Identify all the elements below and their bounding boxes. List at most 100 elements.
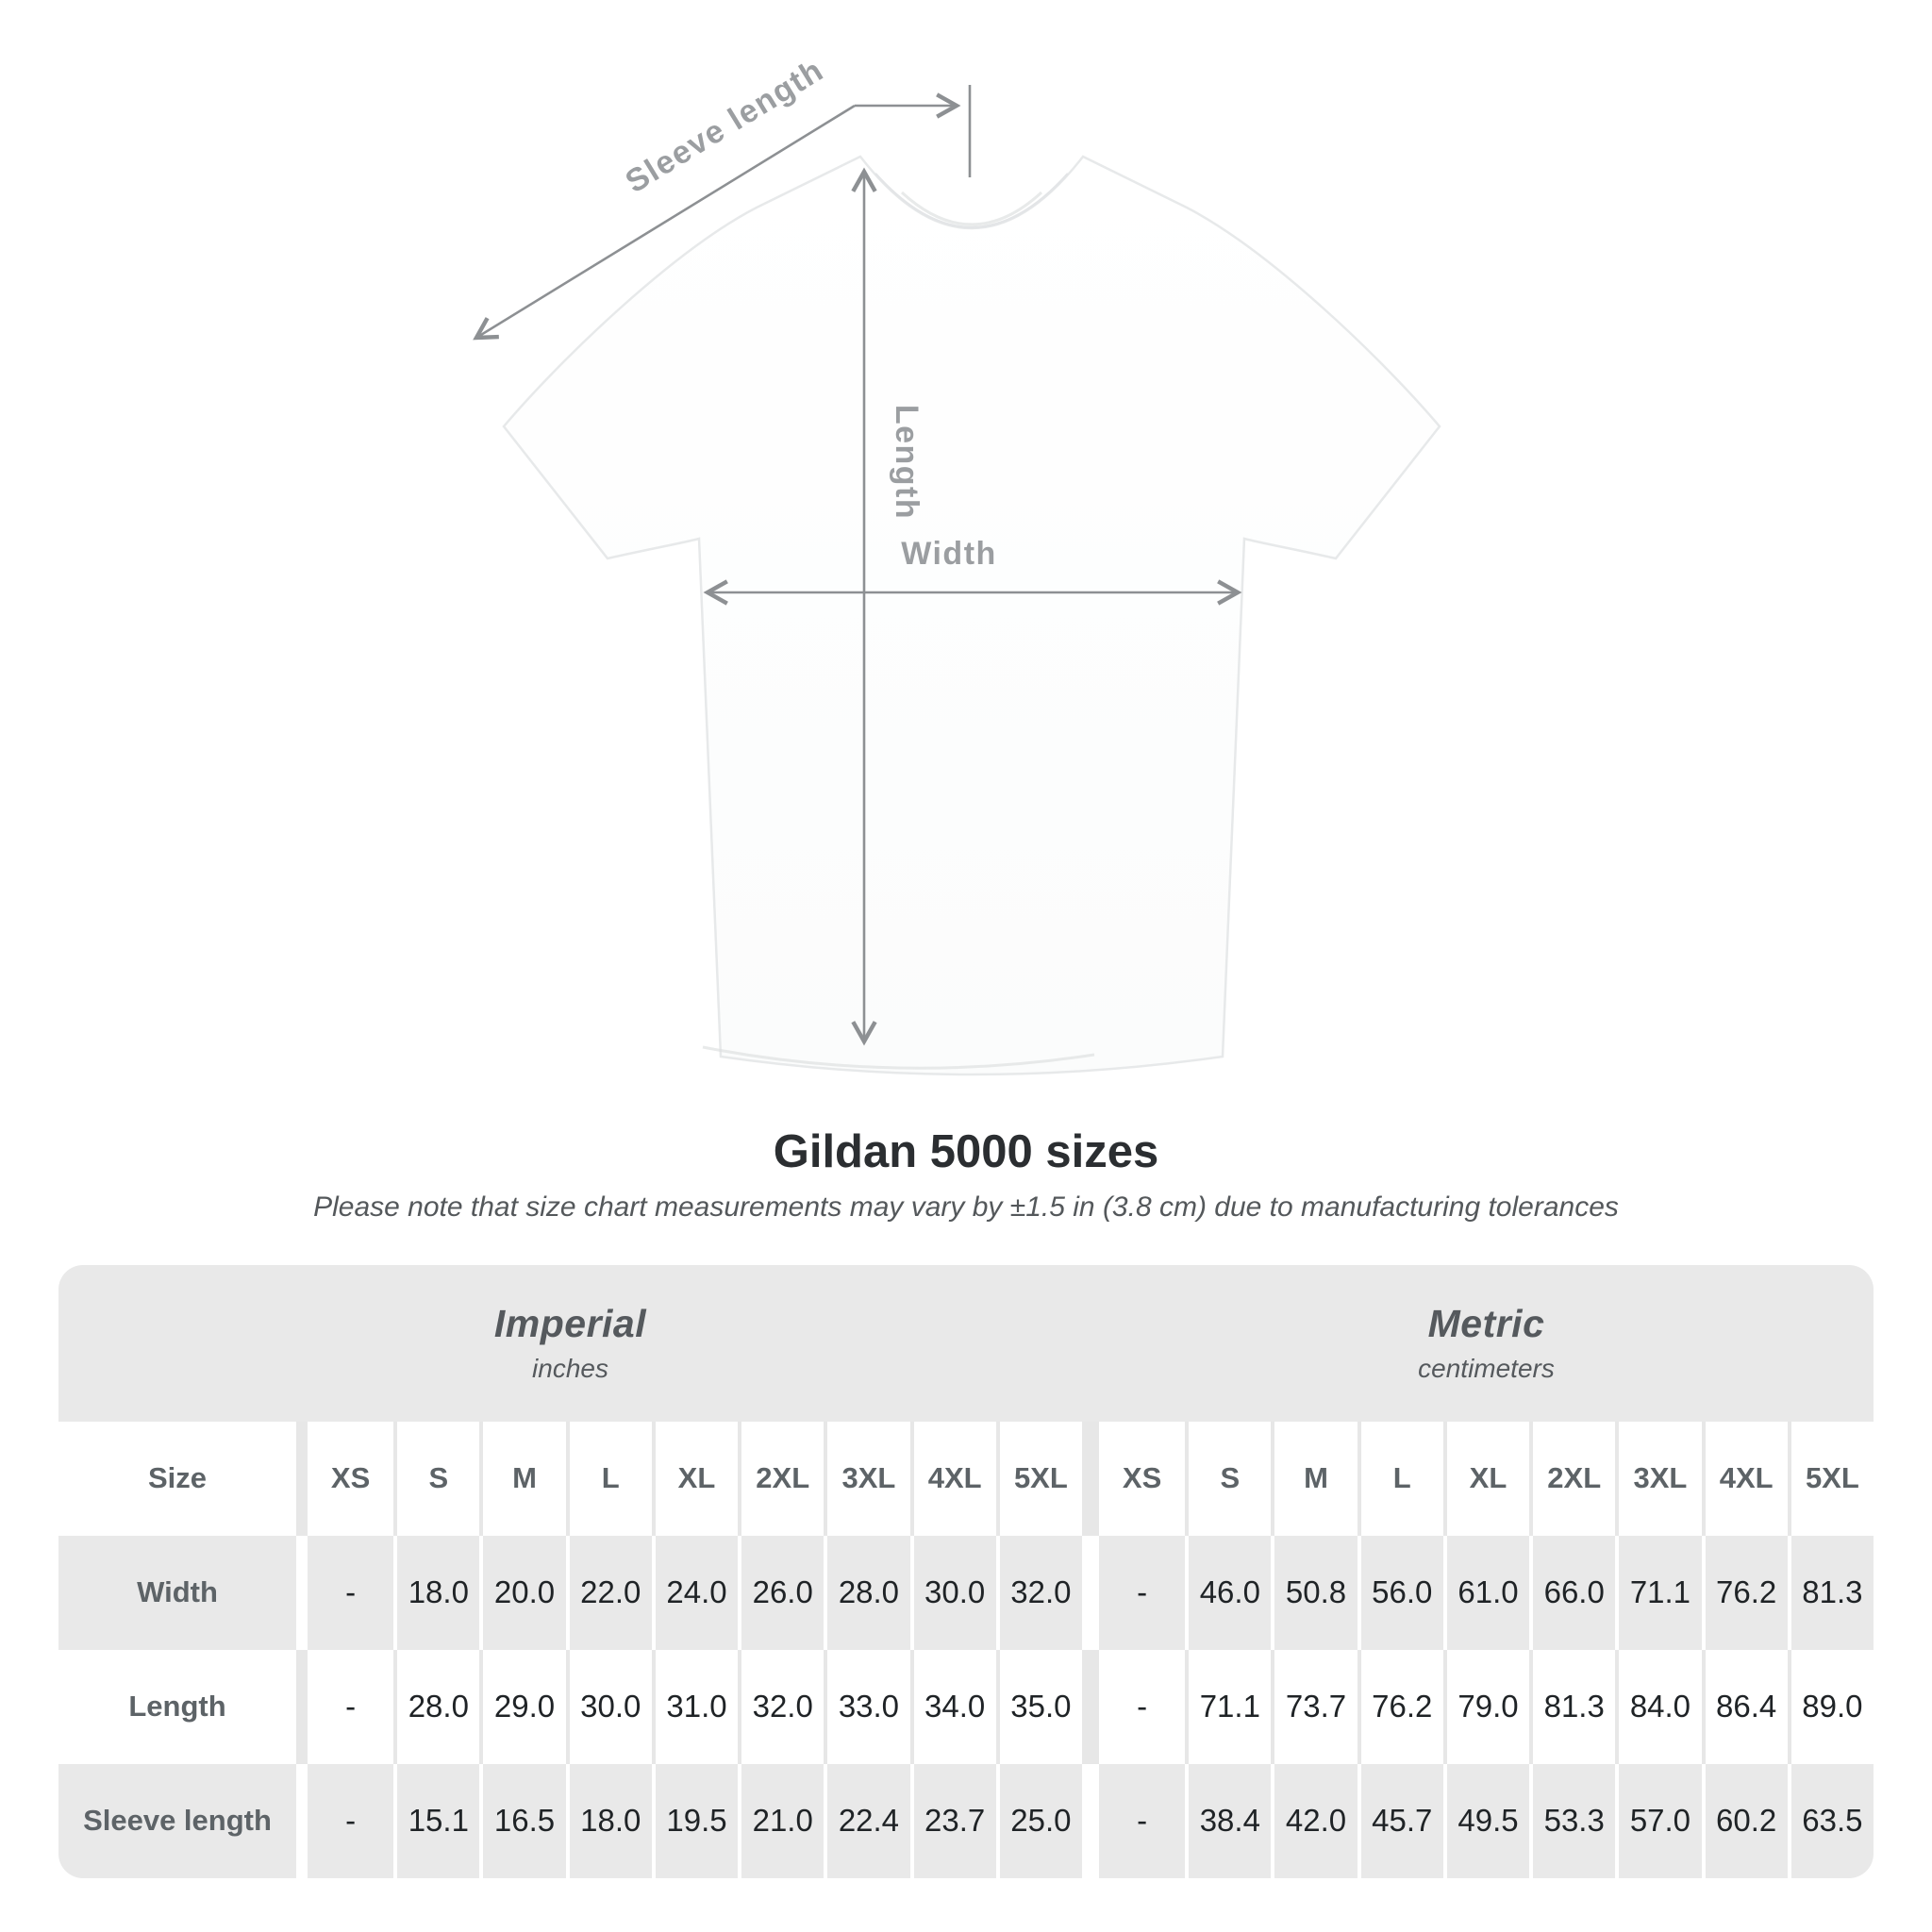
unit-group-row: Imperial inches Metric centimeters: [58, 1264, 1874, 1422]
imperial-unit-label: inches: [532, 1354, 608, 1384]
width-label: Width: [901, 536, 997, 572]
imperial-label: Imperial: [493, 1302, 647, 1346]
tolerance-note: Please note that size chart measurements…: [313, 1191, 1619, 1223]
sleeve-metric-4xl: 60.2: [1701, 1763, 1788, 1878]
size-header-imperial-l: L: [565, 1421, 652, 1536]
length-metric-s: 71.1: [1185, 1649, 1272, 1764]
tshirt-diagram-svg: Sleeve length Length Width: [473, 52, 1441, 1076]
length-imperial-2xl: 32.0: [738, 1649, 824, 1764]
size-header-imperial-xs: XS: [308, 1421, 394, 1536]
width-imperial-3xl: 28.0: [824, 1535, 910, 1650]
sleeve-imperial-3xl: 22.4: [824, 1763, 910, 1878]
width-imperial-m: 20.0: [479, 1535, 566, 1650]
length-metric-m: 73.7: [1271, 1649, 1357, 1764]
tshirt-graphic: [502, 155, 1441, 1076]
width-imperial-4xl: 30.0: [909, 1535, 996, 1650]
length-imperial-4xl: 34.0: [909, 1649, 996, 1764]
table-row-width: Width - 18.0 20.0 22.0 24.0 26.0 28.0 30…: [58, 1535, 1874, 1650]
column-divider: [296, 1421, 308, 1536]
size-header-imperial-xl: XL: [651, 1421, 739, 1536]
length-imperial-5xl: 35.0: [995, 1649, 1082, 1764]
table-row-length: Length - 28.0 29.0 30.0 31.0 32.0 33.0 3…: [58, 1649, 1874, 1764]
metric-unit-label: centimeters: [1418, 1354, 1555, 1384]
column-divider: [296, 1763, 308, 1878]
length-metric-2xl: 81.3: [1529, 1649, 1616, 1764]
group-divider: [1081, 1763, 1099, 1878]
metric-group-header: Metric centimeters: [1099, 1264, 1874, 1422]
width-metric-2xl: 66.0: [1529, 1535, 1616, 1650]
row-label-width: Width: [58, 1535, 296, 1650]
sleeve-imperial-xs: -: [308, 1763, 394, 1878]
width-metric-xs: -: [1098, 1535, 1186, 1650]
length-metric-l: 76.2: [1357, 1649, 1443, 1764]
sleeve-metric-xl: 49.5: [1442, 1763, 1530, 1878]
size-header-metric-l: L: [1357, 1421, 1443, 1536]
sleeve-length-arrow: [473, 104, 856, 341]
sleeve-imperial-s: 15.1: [393, 1763, 480, 1878]
group-band-gap: [1082, 1264, 1099, 1422]
group-divider: [1081, 1649, 1099, 1764]
size-column-header: Size: [58, 1421, 296, 1536]
length-metric-5xl: 89.0: [1787, 1649, 1874, 1764]
sleeve-imperial-xl: 19.5: [651, 1763, 739, 1878]
length-metric-3xl: 84.0: [1615, 1649, 1702, 1764]
width-imperial-s: 18.0: [393, 1535, 480, 1650]
page-title: Gildan 5000 sizes: [773, 1126, 1159, 1177]
length-imperial-xl: 31.0: [651, 1649, 739, 1764]
width-metric-l: 56.0: [1357, 1535, 1443, 1650]
hem-shadow: [702, 1045, 1095, 1070]
width-imperial-xl: 24.0: [651, 1535, 739, 1650]
width-metric-3xl: 71.1: [1615, 1535, 1702, 1650]
imperial-group-header: Imperial inches: [58, 1264, 1082, 1422]
group-divider: [1081, 1535, 1099, 1650]
sleeve-imperial-4xl: 23.7: [909, 1763, 996, 1878]
width-metric-m: 50.8: [1271, 1535, 1357, 1650]
size-header-metric-xl: XL: [1442, 1421, 1530, 1536]
size-header-metric-xs: XS: [1098, 1421, 1186, 1536]
length-imperial-xs: -: [308, 1649, 394, 1764]
size-header-imperial-3xl: 3XL: [824, 1421, 910, 1536]
length-imperial-s: 28.0: [393, 1649, 480, 1764]
size-header-metric-m: M: [1271, 1421, 1357, 1536]
sleeve-metric-m: 42.0: [1271, 1763, 1357, 1878]
width-imperial-2xl: 26.0: [738, 1535, 824, 1650]
length-imperial-l: 30.0: [565, 1649, 652, 1764]
sleeve-metric-5xl: 63.5: [1787, 1763, 1874, 1878]
metric-label: Metric: [1427, 1302, 1545, 1346]
size-header-imperial-4xl: 4XL: [909, 1421, 996, 1536]
column-divider: [296, 1535, 308, 1650]
sleeve-imperial-m: 16.5: [479, 1763, 566, 1878]
length-metric-4xl: 86.4: [1701, 1649, 1788, 1764]
length-metric-xs: -: [1098, 1649, 1186, 1764]
sleeve-metric-xs: -: [1098, 1763, 1186, 1878]
sleeve-length-label: Sleeve length: [620, 52, 830, 200]
size-header-metric-2xl: 2XL: [1529, 1421, 1616, 1536]
width-metric-xl: 61.0: [1442, 1535, 1530, 1650]
size-header-imperial-2xl: 2XL: [738, 1421, 824, 1536]
size-header-metric-4xl: 4XL: [1701, 1421, 1788, 1536]
width-imperial-5xl: 32.0: [995, 1535, 1082, 1650]
width-metric-4xl: 76.2: [1701, 1535, 1788, 1650]
size-header-metric-3xl: 3XL: [1615, 1421, 1702, 1536]
length-label: Length: [889, 405, 924, 520]
tshirt-outline: [502, 155, 1441, 1076]
size-header-metric-s: S: [1185, 1421, 1272, 1536]
collar-back-seam: [900, 191, 1043, 226]
row-label-length: Length: [58, 1649, 296, 1764]
group-divider: [1081, 1421, 1099, 1536]
length-imperial-3xl: 33.0: [824, 1649, 910, 1764]
width-metric-5xl: 81.3: [1787, 1535, 1874, 1650]
size-table: Imperial inches Metric centimeters Size …: [58, 1264, 1874, 1878]
width-imperial-l: 22.0: [565, 1535, 652, 1650]
table-row-sleeve-length: Sleeve length - 15.1 16.5 18.0 19.5 21.0…: [58, 1763, 1874, 1878]
size-header-imperial-m: M: [479, 1421, 566, 1536]
sleeve-metric-2xl: 53.3: [1529, 1763, 1616, 1878]
sleeve-metric-3xl: 57.0: [1615, 1763, 1702, 1878]
collar-rib-line: [874, 173, 1069, 229]
length-imperial-m: 29.0: [479, 1649, 566, 1764]
size-header-imperial-5xl: 5XL: [995, 1421, 1082, 1536]
sleeve-imperial-5xl: 25.0: [995, 1763, 1082, 1878]
size-header-imperial-s: S: [393, 1421, 480, 1536]
sleeve-metric-s: 38.4: [1185, 1763, 1272, 1878]
